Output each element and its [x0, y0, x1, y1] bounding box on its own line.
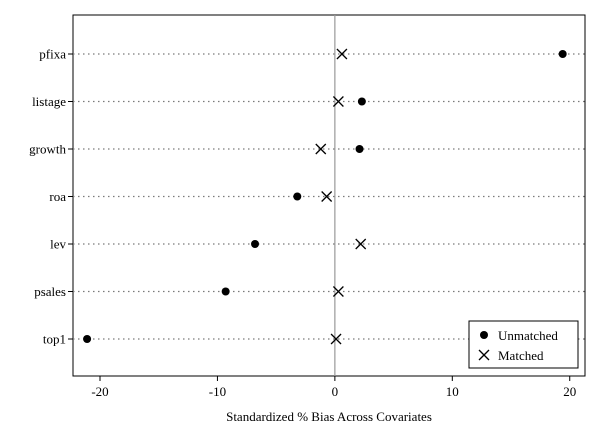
y-tick-label-lev: lev: [50, 237, 66, 252]
point-matched-lev: [355, 238, 367, 250]
point-matched-pfixa: [336, 48, 348, 60]
x-axis-title: Standardized % Bias Across Covariates: [226, 409, 432, 424]
y-axis: pfixa listage growth roa lev psales top1: [29, 47, 73, 347]
y-tick-label-listage: listage: [32, 94, 66, 109]
point-unmatched-pfixa: [558, 50, 567, 58]
x-tick-label-20: 20: [563, 384, 576, 399]
point-matched-listage: [332, 96, 344, 107]
legend-label-matched: Matched: [498, 348, 544, 363]
legend-marker-unmatched: [480, 331, 488, 339]
point-unmatched-roa: [293, 192, 302, 201]
legend-box: [468, 320, 579, 369]
y-tick-label-psales: psales: [34, 284, 66, 299]
point-matched-psales: [332, 286, 344, 297]
legend: Unmatched Matched: [468, 320, 579, 369]
point-unmatched-growth: [355, 145, 364, 153]
y-tick-label-top1: top1: [43, 332, 66, 347]
x-tick-label-0: 0: [332, 384, 339, 399]
x-axis: -20 -10 0 10 20: [91, 376, 576, 399]
point-unmatched-lev: [251, 240, 260, 248]
y-tick-label-roa: roa: [49, 189, 66, 204]
x-tick-label--10: -10: [209, 384, 226, 399]
grid-lines: [73, 53, 585, 340]
point-unmatched-top1: [83, 335, 92, 343]
plot-frame: [72, 14, 586, 377]
x-tick-label-10: 10: [446, 384, 459, 399]
point-matched-growth: [315, 143, 327, 155]
y-tick-label-pfixa: pfixa: [39, 47, 66, 62]
point-unmatched-listage: [357, 97, 366, 106]
legend-label-unmatched: Unmatched: [498, 328, 558, 343]
y-tick-label-growth: growth: [29, 142, 66, 157]
data-points: [83, 48, 567, 345]
x-tick-label--20: -20: [91, 384, 108, 399]
point-matched-top1: [330, 333, 342, 345]
point-matched-roa: [321, 191, 333, 202]
point-unmatched-psales: [221, 287, 230, 296]
legend-marker-matched: [478, 349, 490, 361]
